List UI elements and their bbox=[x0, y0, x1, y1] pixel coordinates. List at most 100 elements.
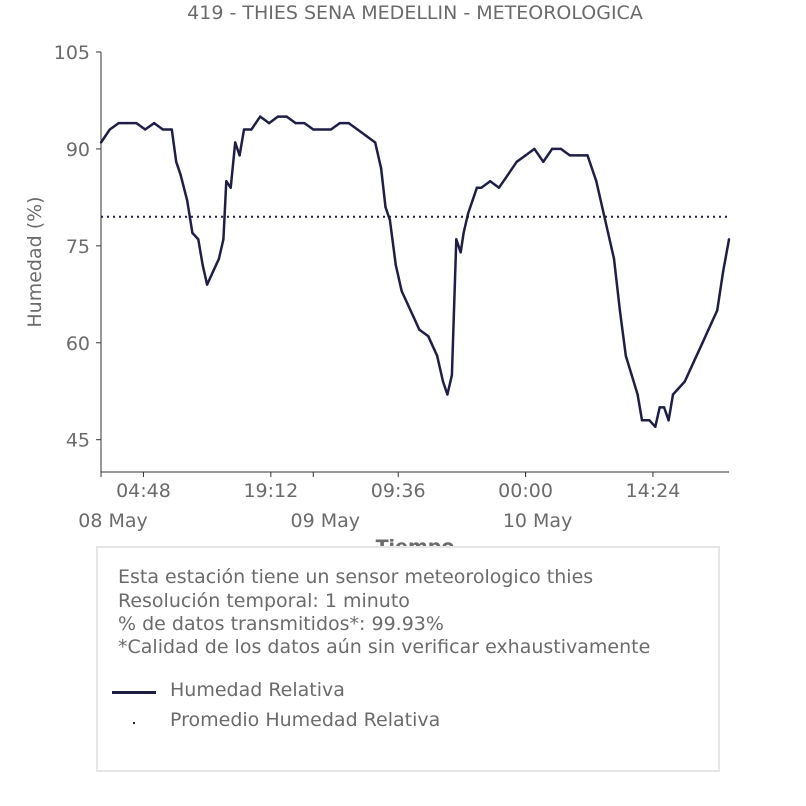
data-point bbox=[303, 121, 306, 125]
legend-dot-swatch bbox=[133, 722, 135, 724]
data-point bbox=[356, 128, 359, 131]
series-humedad-line bbox=[99, 115, 731, 429]
data-point bbox=[692, 360, 695, 364]
data-point bbox=[170, 128, 173, 131]
data-point bbox=[550, 147, 554, 151]
station-description: Esta estación tiene un sensor meteorolog… bbox=[118, 566, 594, 588]
data-point bbox=[480, 186, 483, 189]
legend-humedad-relativa: Humedad Relativa bbox=[170, 679, 345, 701]
x-tick-label: 04:48 bbox=[116, 480, 171, 502]
data-point bbox=[524, 154, 527, 157]
data-point bbox=[658, 406, 661, 409]
data-point bbox=[462, 231, 465, 235]
data-point bbox=[152, 121, 156, 125]
data-point bbox=[250, 128, 253, 131]
data-point bbox=[667, 419, 670, 422]
data-point bbox=[222, 238, 225, 241]
x-tick-label: 14:24 bbox=[626, 480, 681, 502]
data-point bbox=[394, 264, 398, 267]
data-point bbox=[161, 128, 165, 131]
quality-note: *Calidad de los datos aún sin verificar … bbox=[118, 636, 651, 658]
data-point bbox=[577, 154, 580, 157]
data-point bbox=[427, 335, 430, 338]
chart-title: 419 - THIES SENA MEDELLIN - METEOROLOGIC… bbox=[187, 2, 643, 24]
data-point bbox=[446, 393, 449, 396]
data-point bbox=[229, 186, 232, 189]
y-tick-label: 60 bbox=[66, 333, 90, 355]
data-point bbox=[630, 373, 633, 377]
data-point bbox=[365, 134, 368, 138]
data-point bbox=[559, 147, 563, 151]
data-point bbox=[285, 115, 288, 118]
data-point bbox=[191, 231, 194, 235]
data-point bbox=[595, 180, 598, 183]
y-tick-label: 75 bbox=[66, 236, 90, 258]
data-point bbox=[197, 238, 200, 241]
data-point bbox=[497, 186, 501, 189]
data-point bbox=[606, 231, 610, 235]
y-tick-label: 105 bbox=[54, 42, 90, 64]
data-point bbox=[126, 121, 129, 125]
data-point bbox=[654, 425, 657, 428]
data-point bbox=[586, 154, 589, 157]
data-point bbox=[186, 199, 189, 202]
data-point bbox=[450, 373, 454, 377]
data-point bbox=[276, 115, 280, 118]
data-point bbox=[379, 167, 383, 170]
data-point bbox=[373, 141, 377, 144]
data-point bbox=[542, 160, 545, 164]
data-point bbox=[135, 121, 138, 125]
data-point bbox=[312, 128, 315, 131]
data-point bbox=[205, 283, 209, 286]
data-point bbox=[233, 141, 237, 144]
data-point bbox=[320, 128, 324, 131]
data-point bbox=[329, 128, 333, 131]
data-point bbox=[515, 160, 518, 164]
data-point bbox=[201, 264, 204, 267]
data-point bbox=[683, 380, 686, 383]
data-point bbox=[677, 386, 681, 390]
data-point bbox=[721, 270, 725, 273]
data-point bbox=[99, 141, 103, 144]
x-day-label: 10 May bbox=[503, 510, 573, 532]
data-point bbox=[211, 270, 215, 273]
data-point bbox=[225, 180, 228, 183]
x-day-label: 09 May bbox=[291, 510, 361, 532]
data-point bbox=[662, 406, 666, 409]
y-axis-label: Humedad (%) bbox=[24, 196, 46, 327]
data-point bbox=[475, 186, 479, 189]
data-point bbox=[716, 309, 719, 312]
data-point bbox=[238, 154, 241, 157]
data-point bbox=[671, 393, 675, 396]
data-point bbox=[612, 257, 616, 260]
legend-promedio-humedad: Promedio Humedad Relativa bbox=[170, 709, 441, 731]
data-point bbox=[710, 322, 713, 325]
data-point bbox=[179, 173, 182, 176]
data-point bbox=[506, 173, 510, 176]
data-point bbox=[144, 128, 147, 131]
data-point bbox=[217, 257, 221, 260]
data-point bbox=[727, 238, 731, 241]
data-point bbox=[466, 212, 470, 215]
data-point bbox=[618, 309, 622, 312]
data-point bbox=[441, 380, 445, 383]
data-point bbox=[418, 328, 421, 332]
data-point bbox=[435, 354, 439, 357]
data-point bbox=[174, 160, 178, 164]
legend-line-swatch bbox=[112, 691, 156, 694]
data-point bbox=[568, 154, 571, 157]
data-point bbox=[259, 115, 262, 118]
data-point bbox=[488, 180, 492, 183]
data-point bbox=[648, 419, 651, 422]
x-day-label: 08 May bbox=[78, 510, 148, 532]
data-point bbox=[400, 289, 403, 293]
data-point bbox=[117, 121, 120, 125]
data-point bbox=[701, 341, 704, 344]
data-point bbox=[640, 419, 644, 422]
data-point bbox=[601, 205, 604, 209]
x-tick-label: 19:12 bbox=[243, 480, 298, 502]
data-point bbox=[267, 121, 271, 125]
data-point bbox=[459, 251, 462, 254]
data-point bbox=[294, 121, 297, 125]
data-point bbox=[347, 121, 350, 125]
